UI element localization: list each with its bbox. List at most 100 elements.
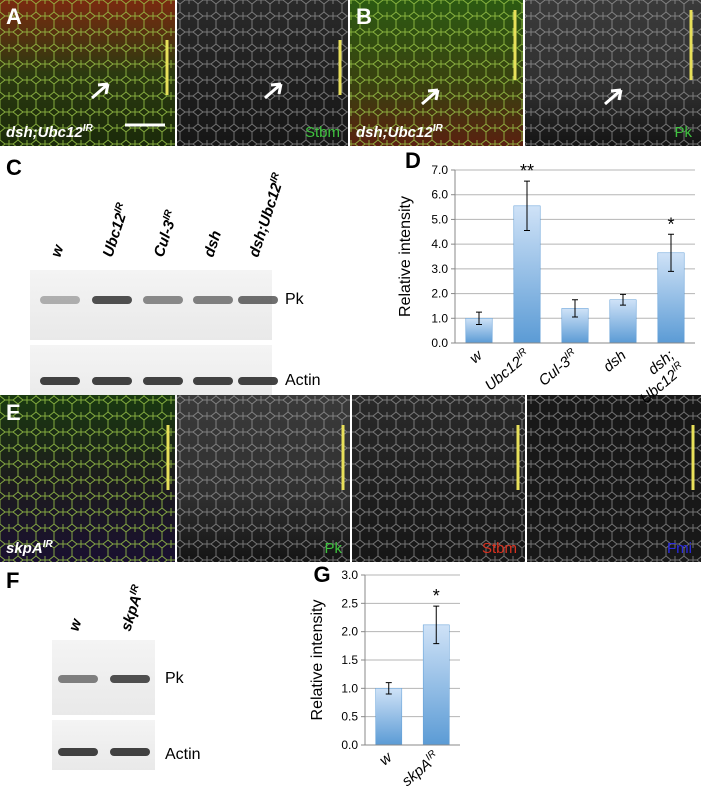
y-tick-label: 0.0 xyxy=(431,336,448,350)
cell-pattern xyxy=(177,395,350,562)
band-label: Actin xyxy=(165,746,201,763)
significance: * xyxy=(667,214,674,234)
cell-pattern xyxy=(0,395,175,562)
y-tick-label: 4.0 xyxy=(431,237,448,251)
blot-band xyxy=(40,377,80,385)
stain-label: Stbm xyxy=(305,124,340,141)
y-tick-label: 2.0 xyxy=(341,625,358,639)
label-text: Ubc12 xyxy=(100,211,130,260)
label: w xyxy=(66,616,86,634)
panel-letter: A xyxy=(6,4,22,29)
y-tick-label: 2.0 xyxy=(431,287,448,301)
error-bar xyxy=(433,605,440,645)
genotype-sup: IR xyxy=(83,123,94,134)
panel-letter: E xyxy=(6,400,21,425)
blot-band xyxy=(92,296,132,304)
label: dsh;Ubc12IR xyxy=(245,170,289,259)
y-tick-label: 7.0 xyxy=(431,163,448,177)
cell-pattern xyxy=(350,0,523,146)
blot-band xyxy=(58,748,98,756)
error-bar xyxy=(385,682,392,695)
arrow xyxy=(604,88,623,106)
label-sup: IR xyxy=(128,583,142,597)
label-text: Cul-3 xyxy=(151,218,179,260)
y-tick-label: 0.0 xyxy=(341,738,358,752)
label-text: w xyxy=(466,346,486,367)
blot-band xyxy=(110,748,150,756)
y-tick-label: 2.5 xyxy=(341,596,358,610)
error-bar xyxy=(524,180,530,232)
y-tick-label: 1.0 xyxy=(431,311,448,325)
blot-band xyxy=(58,675,98,683)
arrow xyxy=(264,82,283,100)
significance: ** xyxy=(520,161,534,181)
stain-label: Fmi xyxy=(667,540,692,557)
label-text: w xyxy=(48,242,68,260)
panel-letter: B xyxy=(356,4,372,29)
cell-pattern xyxy=(527,395,701,562)
y-tick-label: 1.5 xyxy=(341,653,358,667)
genotype: dsh;Ubc12IR xyxy=(6,123,93,141)
label: w xyxy=(48,242,68,260)
label-sup: IR xyxy=(268,170,282,184)
genotype: skpAIR xyxy=(6,539,53,557)
label: skpAIR xyxy=(398,748,443,790)
band-label: Pk xyxy=(285,291,305,308)
band-label: Actin xyxy=(285,372,321,389)
y-tick-label: 3.0 xyxy=(431,262,448,276)
label-text: dsh xyxy=(600,347,629,376)
panel-f: F w skpAIR Pk Actin xyxy=(6,568,201,770)
error-bar xyxy=(620,293,626,306)
label-sup: IR xyxy=(113,201,127,215)
blot-band xyxy=(143,377,183,385)
label-text: w xyxy=(376,748,396,769)
blot xyxy=(30,270,272,340)
cell-pattern xyxy=(352,395,525,562)
arrow xyxy=(421,88,440,106)
label-text: skpA xyxy=(118,593,146,633)
bar xyxy=(609,299,637,344)
label-sup: IR xyxy=(161,208,175,222)
panel-letter: C xyxy=(6,155,22,180)
label-text: w xyxy=(66,616,86,634)
genotype-text: skpA xyxy=(6,540,43,557)
y-tick-label: 3.0 xyxy=(341,568,358,582)
arrow xyxy=(91,82,110,100)
blot xyxy=(52,720,155,770)
label: Ubc12IR xyxy=(481,346,533,394)
genotype-sup: IR xyxy=(433,123,444,134)
label: dsh xyxy=(201,229,225,260)
label: skpAIR xyxy=(117,583,149,634)
stain-label: Pk xyxy=(674,124,692,141)
label: w xyxy=(376,748,396,769)
y-tick-label: 5.0 xyxy=(431,212,448,226)
panel-letter: D xyxy=(405,148,421,173)
blot-band xyxy=(238,296,278,304)
genotype-sup: IR xyxy=(43,539,54,550)
panel-a: A dsh;Ubc12IR Stbm xyxy=(0,0,348,146)
label: dsh xyxy=(600,347,629,376)
panel-b: B dsh;Ubc12IR Pk xyxy=(350,0,701,146)
panel-letter: G xyxy=(313,562,330,587)
blot-band xyxy=(193,296,233,304)
y-tick-label: 0.5 xyxy=(341,710,358,724)
band-label: Pk xyxy=(165,670,185,687)
stain-label: Pk xyxy=(324,540,342,557)
error-bar xyxy=(572,299,578,318)
blot-band xyxy=(143,296,183,304)
bar xyxy=(375,688,403,746)
blot-band xyxy=(110,675,150,683)
error-bar xyxy=(476,311,482,325)
blot-band xyxy=(40,296,80,304)
cell-pattern xyxy=(0,0,175,146)
cell-pattern xyxy=(525,0,701,146)
y-tick-label: 6.0 xyxy=(431,188,448,202)
error-bar xyxy=(668,233,674,272)
label-text: dsh;Ubc12 xyxy=(246,180,286,259)
genotype-text: dsh;Ubc12 xyxy=(356,124,433,141)
y-axis-label: Relative intensity xyxy=(309,600,326,721)
significance: * xyxy=(433,586,440,606)
blot-band xyxy=(92,377,132,385)
